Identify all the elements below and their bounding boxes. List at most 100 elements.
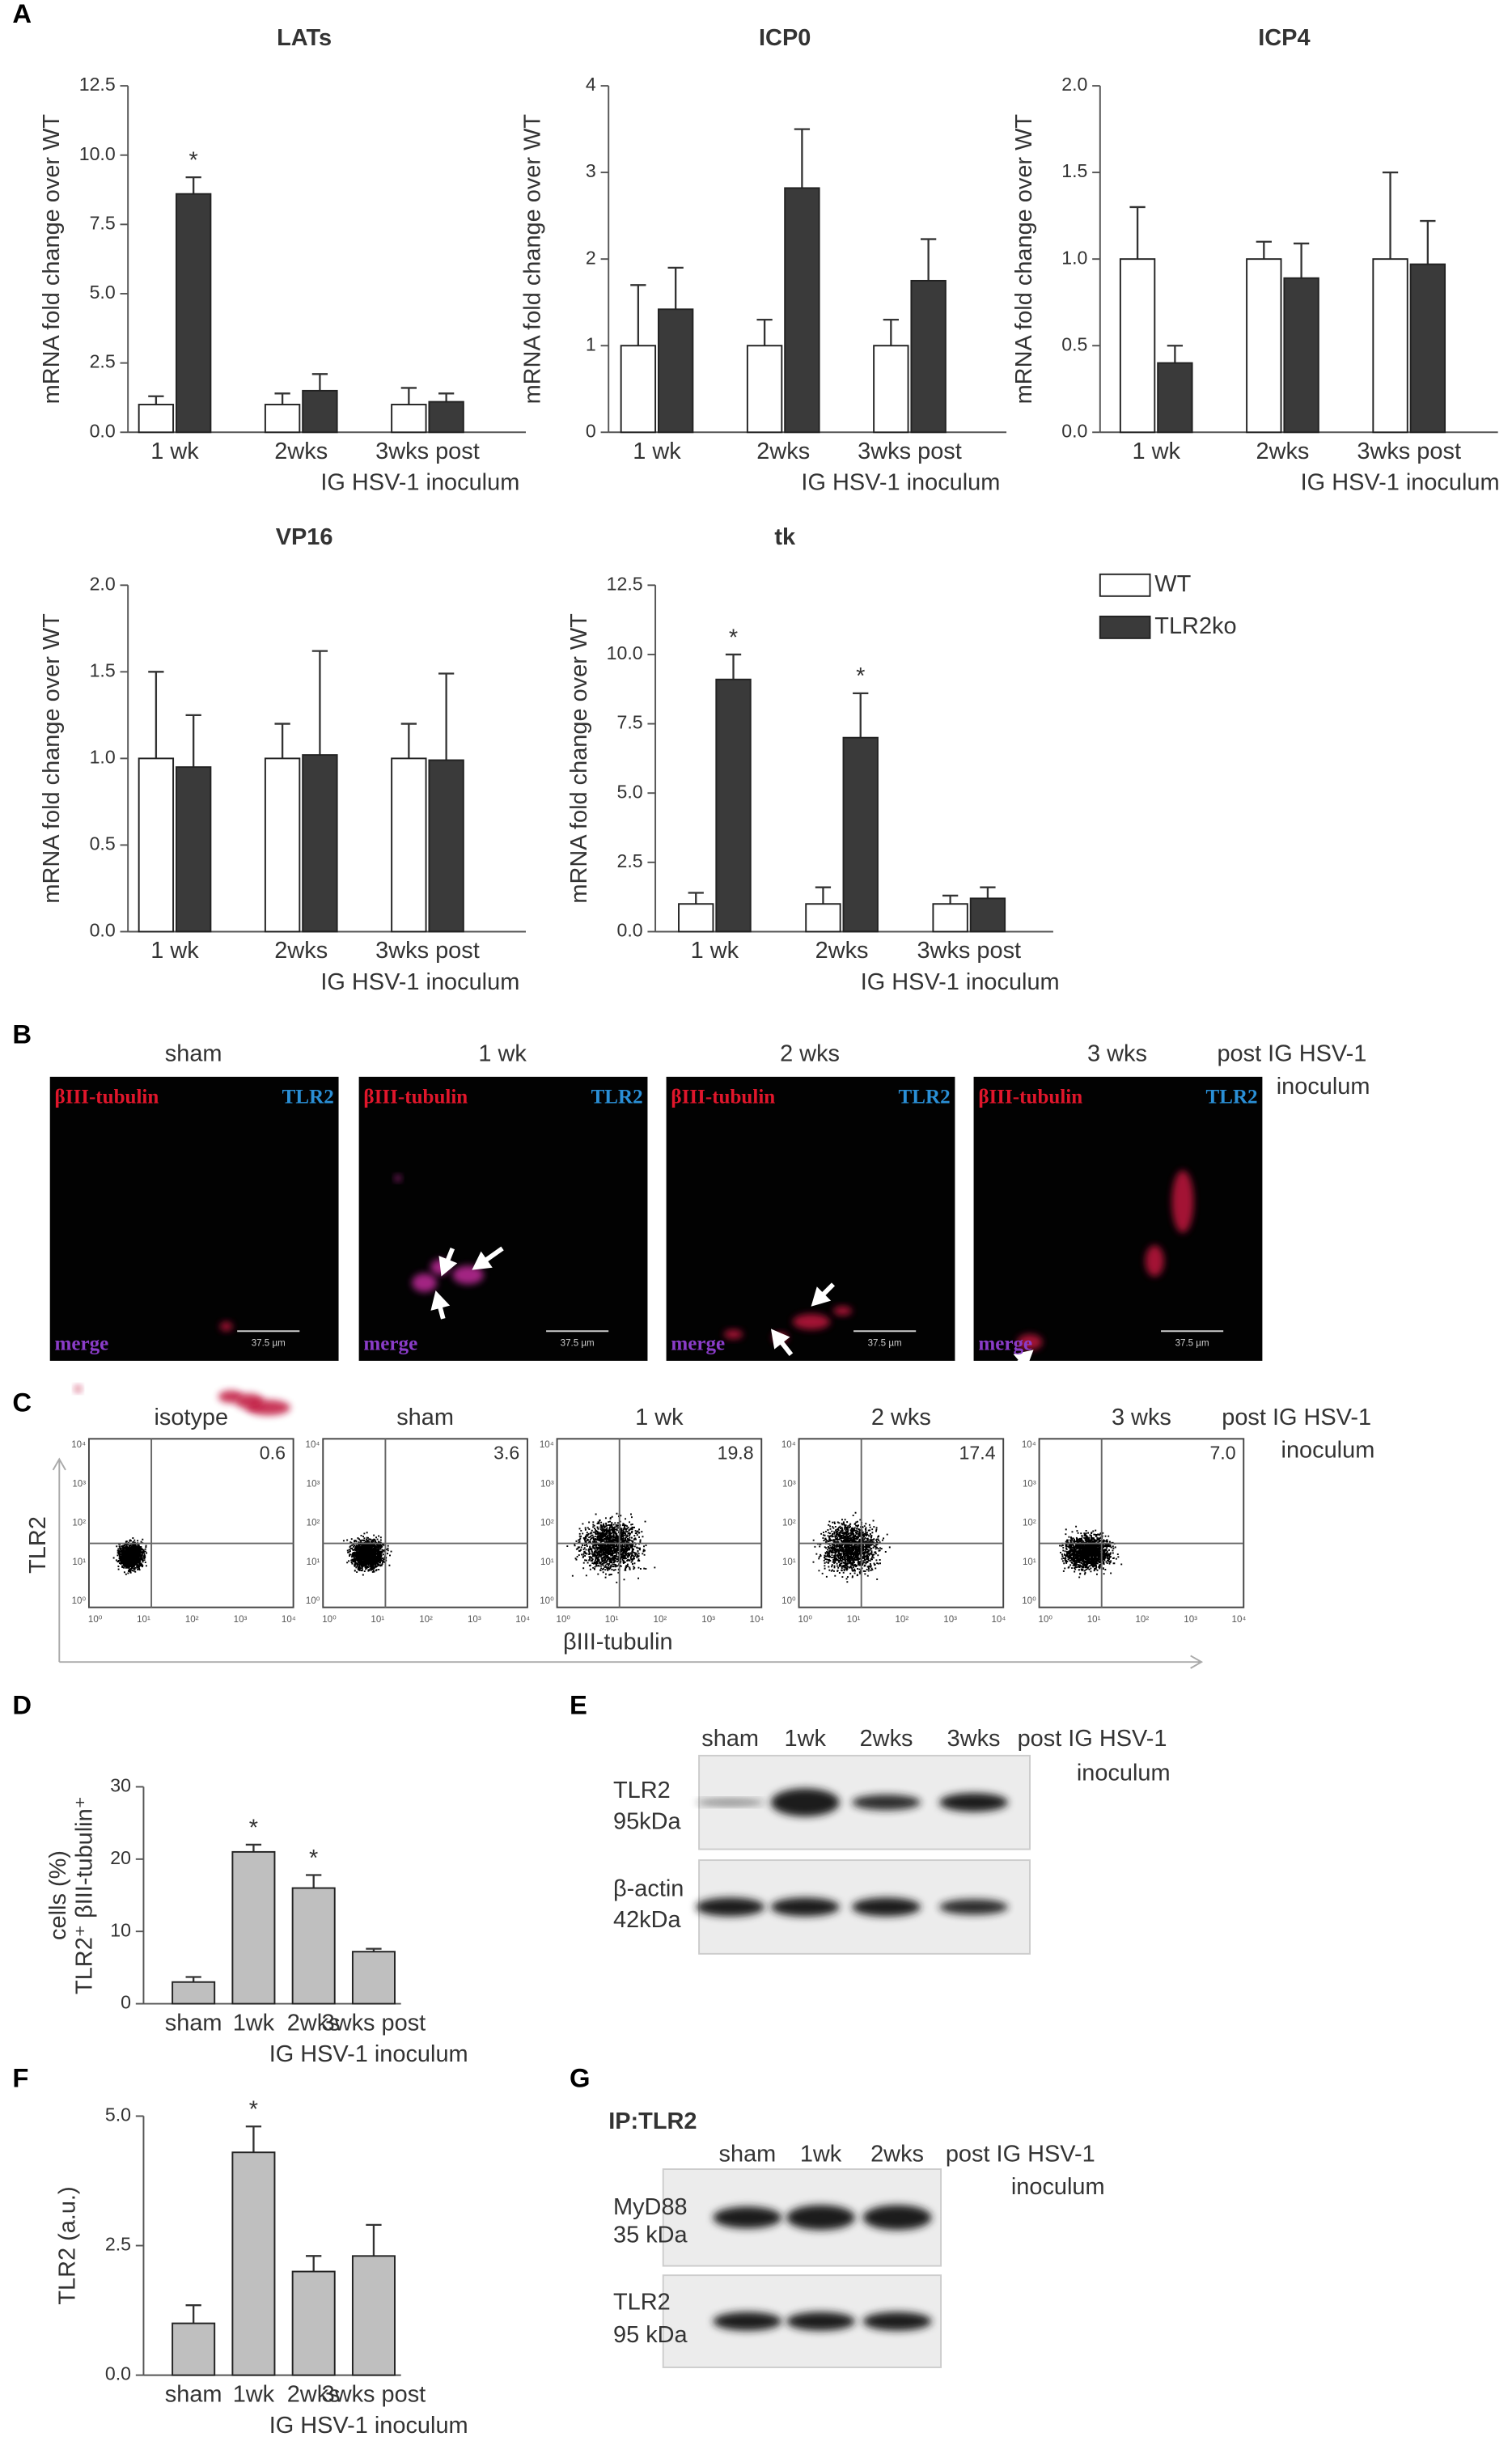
caption: post IG HSV-1 — [1018, 1726, 1167, 1752]
bar — [784, 187, 820, 434]
arrow — [430, 1290, 451, 1320]
y-axis-label: mRNA fold change over WT — [39, 613, 65, 903]
error-bar — [245, 1843, 262, 1852]
lane-label: sham — [719, 2141, 777, 2167]
significance: * — [249, 1815, 258, 1841]
y-tick-label: 0.0 — [1061, 420, 1087, 441]
y-axis-label: mRNA fold change over WT — [519, 114, 545, 404]
x-tick-label: 10³ — [701, 1615, 715, 1625]
bar — [969, 897, 1006, 933]
panel-label: C — [12, 1388, 32, 1418]
error-bar — [1420, 219, 1436, 265]
significance: * — [189, 147, 198, 173]
bar — [1119, 258, 1156, 434]
x-axis-label: IG HSV-1 inoculum — [269, 2413, 468, 2439]
blot-band — [696, 1897, 765, 1917]
y-tick-label: 10³ — [540, 1479, 554, 1489]
x-tick-label: sham — [165, 2381, 222, 2407]
micrograph — [973, 1076, 1263, 1361]
y-tick-label: 1 — [586, 333, 596, 354]
event-cloud — [812, 1511, 891, 1583]
bar — [678, 903, 714, 933]
error-bar — [1129, 206, 1146, 260]
y-tick-label: 10³ — [782, 1479, 796, 1489]
error-bar — [1293, 242, 1310, 278]
blot-band — [770, 1897, 840, 1917]
bar — [291, 2270, 336, 2376]
error-bar — [366, 2223, 382, 2257]
legend-swatch — [1099, 615, 1151, 639]
quadrant-value: 7.0 — [1209, 1443, 1235, 1464]
bar — [351, 1951, 396, 2005]
bar — [391, 757, 427, 933]
quadrant-value: 3.6 — [493, 1443, 519, 1464]
bar — [302, 389, 338, 434]
x-tick-label: 10³ — [468, 1615, 481, 1625]
y-tick-label: 10¹ — [72, 1557, 86, 1567]
significance: * — [856, 663, 865, 689]
image-title: 1 wk — [478, 1040, 527, 1066]
blot-band — [713, 2206, 782, 2229]
channel-label: βIII-tubulin — [363, 1087, 468, 1108]
error-bar — [756, 318, 773, 346]
y-tick-label: 10⁰ — [781, 1596, 796, 1606]
cell-signal — [723, 1329, 743, 1339]
scale-label: 37.5 µm — [1175, 1339, 1209, 1349]
x-tick-label: 10¹ — [847, 1615, 861, 1625]
y-tick-label: 0.0 — [90, 420, 116, 441]
error-bar — [1382, 171, 1399, 260]
bar — [428, 759, 464, 933]
blot-band — [713, 2312, 782, 2331]
y-axis-label: cells (%) — [45, 1850, 71, 1940]
caption: post IG HSV-1 — [1222, 1405, 1371, 1430]
panel-label: B — [12, 1019, 32, 1049]
error-bar — [148, 671, 164, 759]
y-tick-label: 10³ — [307, 1479, 320, 1489]
x-tick-label: 10⁴ — [282, 1615, 296, 1625]
x-axis-label: IG HSV-1 inoculum — [320, 969, 519, 995]
row-label: 95 kDa — [613, 2322, 688, 2348]
x-axis-label: IG HSV-1 inoculum — [801, 470, 1000, 496]
x-tick-label: 2wks — [274, 439, 328, 464]
bar — [932, 903, 968, 933]
cell-signal — [74, 1385, 82, 1392]
cell-signal — [394, 1175, 401, 1182]
x-tick-label: 1 wk — [150, 938, 199, 964]
blot-header: IP:TLR2 — [608, 2108, 697, 2134]
y-tick-label: 0.0 — [617, 920, 643, 941]
x-tick-label: 10¹ — [1087, 1615, 1101, 1625]
quadrant-value: 19.8 — [718, 1443, 754, 1464]
y-axis-label: TLR2 — [25, 1516, 51, 1574]
error-bar — [667, 266, 684, 310]
y-tick-label: 10⁰ — [72, 1596, 87, 1606]
y-tick-label: 10¹ — [307, 1557, 320, 1567]
micrograph — [358, 1076, 648, 1361]
image-title: 2 wks — [780, 1040, 840, 1066]
bar — [1246, 258, 1282, 434]
bar — [231, 2151, 276, 2376]
error-bar — [311, 373, 328, 391]
x-tick-label: 10⁴ — [1232, 1615, 1247, 1625]
x-tick-label: 10¹ — [605, 1615, 619, 1625]
channel-label: βIII-tubulin — [978, 1087, 1082, 1108]
cell-signal — [235, 1393, 264, 1409]
y-tick-label: 2.5 — [90, 351, 116, 372]
y-axis-label: mRNA fold change over WT — [566, 613, 592, 903]
flow-plot — [1038, 1438, 1245, 1608]
y-axis-label: TLR2 (a.u.) — [55, 2186, 81, 2304]
bar — [842, 736, 879, 933]
cell-signal — [1017, 1334, 1043, 1350]
blot-band — [939, 1793, 1008, 1812]
row-label: β-actin — [613, 1875, 684, 1901]
x-tick-label: 10³ — [1184, 1615, 1197, 1625]
row-label: 42kDa — [613, 1907, 682, 1933]
x-tick-label: 1wk — [233, 2010, 275, 2036]
error-bar — [185, 714, 201, 768]
bar — [302, 754, 338, 933]
significance: * — [729, 625, 738, 651]
chart-title: ICP4 — [1258, 25, 1310, 51]
bar — [391, 404, 427, 434]
x-tick-label: 10⁰ — [322, 1615, 337, 1625]
error-bar — [400, 723, 417, 759]
bar — [172, 1981, 216, 2005]
